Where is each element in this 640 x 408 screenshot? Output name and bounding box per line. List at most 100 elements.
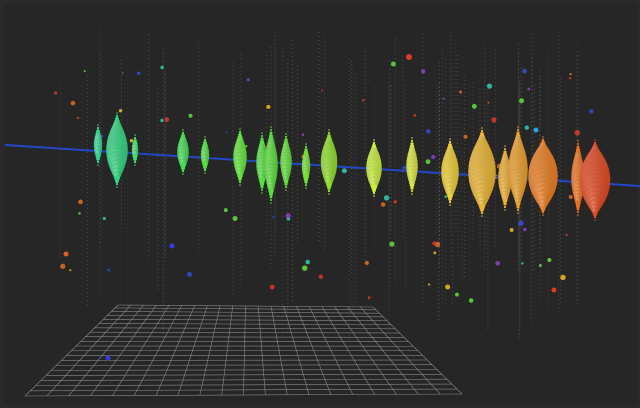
hit-sphere [541, 138, 545, 142]
hit-sphere [577, 214, 579, 216]
hit [568, 194, 573, 199]
hit-sphere [238, 180, 242, 184]
hit-sphere [409, 182, 415, 188]
hit [169, 243, 175, 249]
hit [519, 98, 525, 104]
hit [521, 262, 524, 265]
hit [76, 116, 80, 120]
hit [444, 195, 447, 198]
hit [78, 212, 81, 215]
hit-sphere [203, 138, 207, 142]
hit-sphere [238, 130, 242, 134]
hit-sphere [304, 145, 308, 149]
hit-sphere [269, 131, 273, 135]
hit-sphere [203, 165, 207, 169]
hit-sphere [260, 185, 264, 189]
hit [454, 292, 459, 297]
hit-sphere [541, 210, 545, 214]
hit [518, 220, 524, 226]
hit-sphere [260, 134, 264, 138]
hit-sphere [202, 161, 208, 167]
hit [389, 241, 395, 247]
hit [522, 68, 527, 74]
hit-sphere [540, 206, 546, 212]
hit [136, 71, 141, 76]
hit-sphere [327, 131, 331, 135]
hit [390, 61, 396, 67]
hit [285, 213, 291, 219]
hit [463, 134, 468, 139]
hit-sphere [576, 207, 580, 211]
hit [468, 298, 474, 303]
hit-sphere [411, 193, 413, 195]
hit [560, 274, 566, 281]
hit-clusters [93, 112, 611, 221]
grid-line [40, 378, 447, 381]
grid-line [24, 393, 463, 397]
hit [380, 202, 386, 207]
hit [383, 195, 390, 201]
hit-sphere [270, 126, 272, 128]
hit [538, 264, 542, 267]
hit-sphere [284, 185, 288, 189]
hit-sphere [115, 179, 119, 183]
hit [160, 65, 164, 70]
hit [321, 89, 323, 92]
hit [225, 131, 228, 134]
grid-line [321, 306, 375, 395]
hit-sphere [593, 141, 597, 145]
hit [568, 76, 572, 80]
grid-line [372, 306, 463, 395]
hit-sphere [449, 138, 451, 140]
hit-sphere [575, 204, 581, 209]
hit [107, 268, 111, 272]
hit-sphere [481, 127, 483, 129]
hit [426, 129, 431, 134]
hit [413, 114, 417, 117]
hit-sphere [260, 137, 264, 141]
hit-sphere [204, 172, 206, 174]
hit-sphere [480, 129, 484, 133]
hit [69, 269, 72, 272]
hit-sphere [373, 139, 375, 141]
hit-sphere [268, 188, 274, 194]
hit-sphere [542, 136, 544, 138]
hit-sphere [134, 164, 136, 166]
floor-grid [24, 304, 463, 397]
hit-sphere [576, 145, 580, 149]
hit-sphere [516, 131, 520, 135]
hit-sphere [373, 195, 375, 197]
hit-sphere [285, 189, 287, 191]
hit-sphere [284, 135, 288, 139]
hit-sphere [96, 160, 100, 164]
hit-sphere [304, 183, 308, 187]
hit-sphere [448, 200, 452, 204]
hit [187, 271, 192, 277]
hit-sphere [449, 204, 451, 206]
hit-sphere [542, 214, 544, 216]
hit-sphere [133, 160, 137, 164]
hit [442, 97, 445, 100]
hit-sphere [181, 131, 185, 135]
hit-sphere [411, 137, 413, 139]
hit-sphere [115, 182, 119, 186]
grid-line [296, 306, 332, 395]
hit [495, 260, 500, 266]
hit-sphere [503, 147, 507, 151]
hit [83, 70, 86, 73]
hit-sphere [95, 153, 101, 159]
hit-sphere [448, 197, 452, 201]
hit-sphere [96, 157, 100, 161]
hit [60, 263, 66, 269]
grid-line [334, 306, 397, 395]
hit-sphere [515, 201, 521, 207]
hit [318, 274, 324, 279]
hit-sphere [592, 211, 598, 217]
hit [565, 233, 568, 237]
hit-sphere [133, 157, 137, 161]
hit [425, 159, 431, 165]
hit-sphere [410, 139, 414, 143]
hit [102, 216, 106, 221]
hit-sphere [134, 134, 136, 136]
